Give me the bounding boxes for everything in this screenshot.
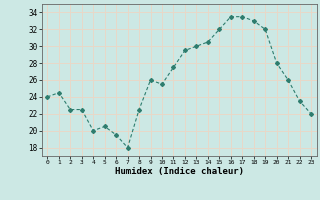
- X-axis label: Humidex (Indice chaleur): Humidex (Indice chaleur): [115, 167, 244, 176]
